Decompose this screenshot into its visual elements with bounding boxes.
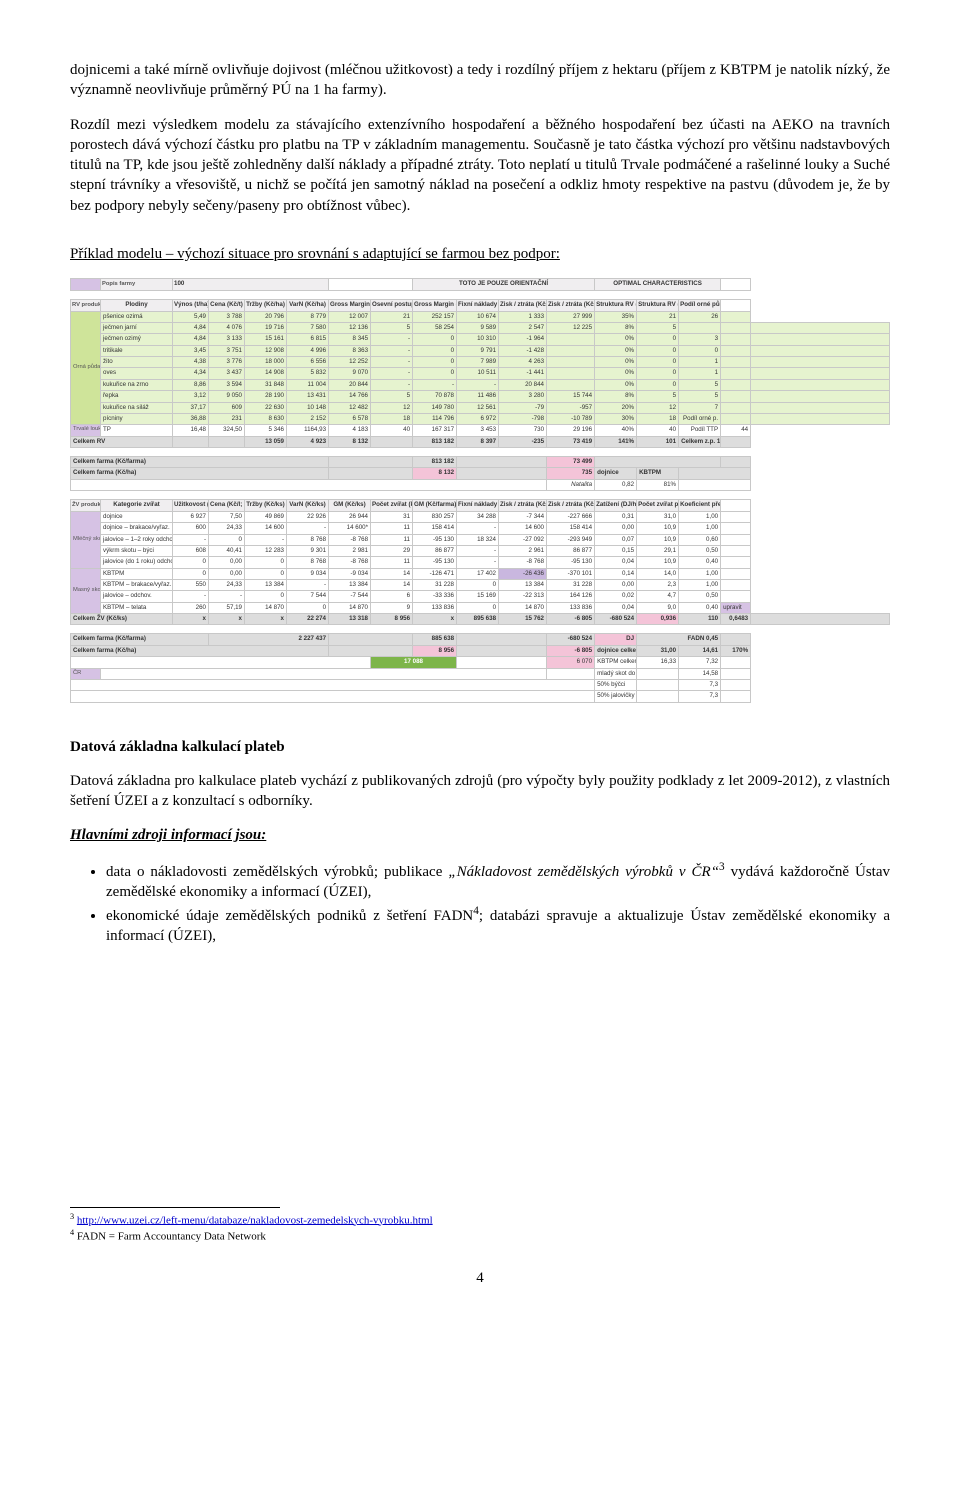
list-item: ekonomické údaje zemědělských podniků z …	[106, 904, 890, 947]
footnote-separator	[70, 1207, 280, 1208]
spreadsheet-screenshot: Popis farmy100TOTO JE POUZE ORIENTAČNÍOP…	[70, 278, 890, 703]
list-item: data o nákladovosti zemědělských výrobků…	[106, 860, 890, 903]
data-heading: Datová základna kalkulací plateb	[70, 737, 890, 757]
paragraph-1: dojnicemi a také mírně ovlivňuje dojivos…	[70, 60, 890, 101]
footnotes: 3 http://www.uzei.cz/left-menu/databaze/…	[70, 1212, 890, 1245]
sources-list: data o nákladovosti zemědělských výrobků…	[70, 860, 890, 947]
paragraph-2: Rozdíl mezi výsledkem modelu za stávajíc…	[70, 115, 890, 216]
sources-heading: Hlavními zdroji informací jsou:	[70, 825, 890, 845]
page-number: 4	[70, 1268, 890, 1288]
model-heading: Příklad modelu – výchozí situace pro sro…	[70, 244, 890, 264]
footnote-3-link[interactable]: http://www.uzei.cz/left-menu/databaze/na…	[77, 1214, 433, 1226]
data-paragraph: Datová základna pro kalkulace plateb vyc…	[70, 771, 890, 812]
